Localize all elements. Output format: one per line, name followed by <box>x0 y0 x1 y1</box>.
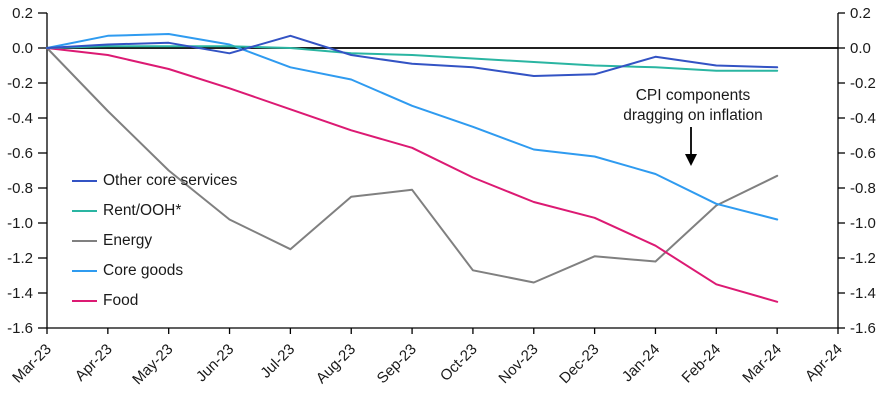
legend-label-rent-ooh: Rent/OOH* <box>103 202 182 219</box>
x-tick-label: Sep-23 <box>374 341 420 387</box>
y-tick-label-left: -1.6 <box>7 320 33 337</box>
y-tick-label-right: -0.2 <box>850 75 876 92</box>
legend-swatch-core-goods <box>72 270 97 272</box>
y-tick-label-left: -1.2 <box>7 250 33 267</box>
y-tick-label-right: 0.2 <box>850 5 871 22</box>
legend-item-other-core-services: Other core services <box>72 166 237 196</box>
annotation-cpi-components: CPI components dragging on inflation <box>623 86 763 126</box>
x-tick-label: Oct-23 <box>437 341 481 385</box>
series-line-other-core-services <box>46 34 779 77</box>
legend-label-other-core-services: Other core services <box>103 172 238 189</box>
y-tick-label-left: -0.6 <box>7 145 33 162</box>
y-tick-label-right: -0.8 <box>850 180 876 197</box>
y-tick-label-left: -0.2 <box>7 75 33 92</box>
legend-swatch-food <box>72 300 97 302</box>
x-tick-label: Jan-24 <box>619 341 663 385</box>
legend-item-rent-ooh: Rent/OOH* <box>72 196 237 226</box>
legend-swatch-rent-ooh <box>72 210 97 212</box>
x-tick-label: Jul-23 <box>257 341 298 382</box>
y-tick-label-left: 0.0 <box>12 40 33 57</box>
legend-item-food: Food <box>72 286 237 316</box>
series-line-food <box>46 47 779 303</box>
x-tick-label: Dec-23 <box>556 341 602 387</box>
legend-label-food: Food <box>103 292 139 309</box>
x-tick-label: Feb-24 <box>679 341 725 387</box>
series-line-rent-ooh <box>46 45 779 72</box>
x-tick-label: Jun-23 <box>193 341 237 385</box>
y-tick-label-right: -1.4 <box>850 285 876 302</box>
series-line-energy <box>46 47 779 284</box>
x-tick-label: Apr-24 <box>802 341 846 385</box>
annotation-line1: CPI components <box>635 87 751 104</box>
x-tick-label: Apr-23 <box>72 341 116 385</box>
legend-swatch-energy <box>72 240 97 242</box>
y-tick-label-right: -0.6 <box>850 145 876 162</box>
legend-label-core-goods: Core goods <box>103 262 184 279</box>
x-tick-label: Aug-23 <box>313 341 359 387</box>
y-tick-label-left: -0.4 <box>7 110 33 127</box>
y-tick-label-left: -1.4 <box>7 285 33 302</box>
y-tick-label-right: -1.2 <box>850 250 876 267</box>
y-tick-label-right: 0.0 <box>850 40 871 57</box>
x-tick-label: May-23 <box>129 341 176 388</box>
y-tick-label-left: -1.0 <box>7 215 33 232</box>
series-line-core-goods <box>46 33 779 221</box>
annotation-line2: dragging on inflation <box>623 107 763 124</box>
y-tick-label-right: -1.0 <box>850 215 876 232</box>
x-tick-label: Nov-23 <box>495 341 541 387</box>
legend-item-energy: Energy <box>72 226 237 256</box>
annotation-arrow-head <box>685 154 697 166</box>
x-tick-label: Mar-24 <box>739 341 785 387</box>
y-tick-label-left: -0.8 <box>7 180 33 197</box>
y-tick-label-right: -0.4 <box>850 110 876 127</box>
legend: Other core services Rent/OOH* Energy Cor… <box>72 166 237 316</box>
legend-item-core-goods: Core goods <box>72 256 237 286</box>
x-tick-label: Mar-23 <box>9 341 55 387</box>
y-tick-label-left: 0.2 <box>12 5 33 22</box>
y-tick-label-right: -1.6 <box>850 320 876 337</box>
legend-swatch-other-core-services <box>72 180 97 182</box>
legend-label-energy: Energy <box>103 232 153 249</box>
